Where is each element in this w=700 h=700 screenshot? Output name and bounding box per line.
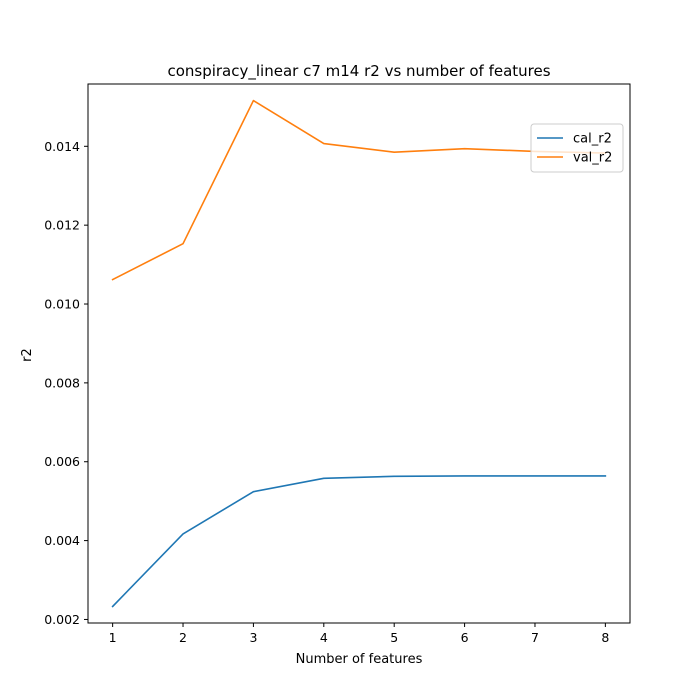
x-tick-label: 5 [390, 630, 398, 645]
chart-title: conspiracy_linear c7 m14 r2 vs number of… [167, 62, 550, 81]
x-tick-label: 8 [601, 630, 609, 645]
series-line-val_r2 [111, 99, 607, 281]
plot-frame [87, 83, 631, 624]
plot-area: 1 2 3 4 5 6 7 8 0.002 0.004 0.006 0.008 0.010 0.012 0.… [44, 83, 631, 645]
series-line-cal_r2 [111, 475, 607, 608]
y-tick-label: 0.008 [44, 375, 80, 390]
y-tick-label: 0.014 [44, 139, 80, 154]
legend-label-val_r2: val_r2 [573, 151, 612, 166]
x-tick-label: 3 [249, 630, 257, 645]
x-tick-label: 1 [109, 630, 117, 645]
legend-box [530, 123, 624, 173]
x-tick-label: 7 [531, 630, 539, 645]
y-tick-label: 0.012 [44, 218, 80, 233]
x-tick-label: 2 [179, 630, 187, 645]
y-tick-label: 0.010 [44, 297, 80, 312]
y-axis-label: r2 [20, 348, 35, 362]
legend: cal_r2 val_r2 [530, 123, 624, 173]
legend-label-cal_r2: cal_r2 [573, 132, 612, 147]
y-tick-label: 0.004 [44, 533, 80, 548]
x-tick-label: 6 [461, 630, 469, 645]
x-tick-label: 4 [320, 630, 328, 645]
y-tick-label: 0.006 [44, 454, 80, 469]
x-axis-label: Number of features [296, 652, 423, 667]
y-tick-label: 0.002 [44, 612, 80, 627]
